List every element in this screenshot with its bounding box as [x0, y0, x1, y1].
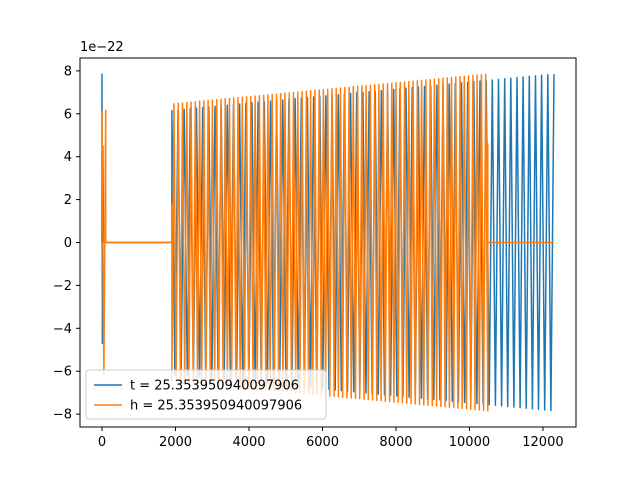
y-tick-label: 6 [64, 107, 72, 122]
legend-label: t = 25.353950940097906 [130, 379, 299, 394]
y-tick-label: −2 [53, 279, 72, 294]
legend: t = 25.353950940097906 h = 25.35395094009… [85, 369, 327, 420]
y-tick-label: 8 [64, 64, 72, 79]
y-tick-label: −4 [53, 322, 72, 337]
x-axis: 0 2000 4000 6000 8000 10000 12000 [98, 427, 564, 450]
series-layer [101, 73, 555, 412]
y-offset-label: 1e−22 [80, 40, 124, 55]
y-tick-label: −8 [53, 408, 72, 423]
y-tick-label: 2 [64, 193, 72, 208]
y-tick-label: 4 [64, 150, 72, 165]
series-line-h [101, 73, 554, 412]
x-tick-label: 0 [98, 435, 106, 450]
y-tick-label: −6 [53, 365, 72, 380]
x-tick-label: 8000 [379, 435, 412, 450]
x-tick-label: 6000 [306, 435, 339, 450]
y-axis: 8 6 4 2 0 −2 −4 −6 −8 [53, 64, 80, 423]
y-tick-label: 0 [64, 236, 72, 251]
x-tick-label: 4000 [232, 435, 265, 450]
legend-label: h = 25.353950940097906 [130, 399, 302, 414]
x-tick-label: 12000 [522, 435, 563, 450]
legend-box [85, 369, 327, 420]
x-tick-label: 10000 [449, 435, 490, 450]
x-tick-label: 2000 [159, 435, 192, 450]
